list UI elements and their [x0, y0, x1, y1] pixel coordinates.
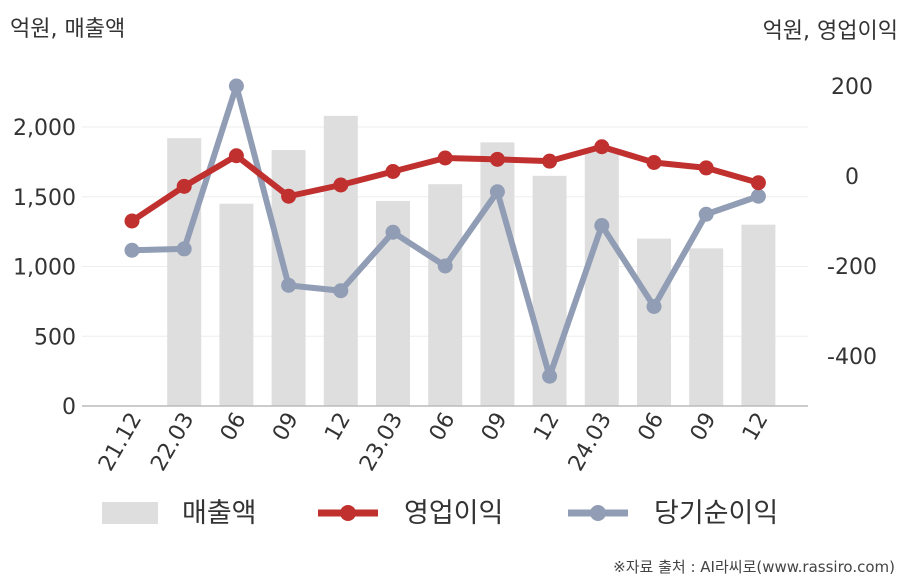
- x-tick-label: 06: [425, 409, 461, 446]
- right-tick-label: -200: [827, 255, 877, 280]
- left-tick-label: 500: [34, 325, 76, 350]
- point-operating-profit: [646, 155, 662, 170]
- point-operating-profit: [698, 160, 714, 176]
- bar: [637, 238, 671, 406]
- legend: 매출액 영업이익 당기순이익: [102, 498, 778, 529]
- point-operating-profit: [281, 188, 297, 204]
- x-tick-label: 09: [686, 409, 722, 446]
- point-net-income: [385, 224, 401, 240]
- point-net-income: [750, 188, 766, 204]
- point-net-income: [698, 206, 714, 222]
- legend-label-operating-profit: 영업이익: [404, 498, 503, 529]
- point-operating-profit: [542, 153, 558, 169]
- x-tick-label: 21.12: [94, 409, 147, 476]
- point-operating-profit: [124, 213, 140, 229]
- point-operating-profit: [228, 148, 244, 164]
- x-tick-label: 09: [477, 409, 513, 446]
- point-net-income: [594, 218, 610, 233]
- point-operating-profit: [489, 151, 505, 167]
- left-tick-label: 1,500: [13, 186, 76, 211]
- line-series: [124, 78, 766, 384]
- legend-label-revenue: 매출액: [182, 498, 257, 529]
- right-axis-unit: 억원, 영업이익: [763, 19, 898, 44]
- x-tick-label: 23.03: [355, 409, 408, 476]
- right-tick-label: 200: [831, 75, 873, 100]
- legend-label-net-income: 당기순이익: [654, 498, 778, 529]
- bar: [741, 224, 776, 406]
- x-tick-label: 06: [634, 409, 670, 446]
- point-net-income: [176, 241, 192, 257]
- right-tick-label: 0: [845, 165, 859, 190]
- point-net-income: [489, 184, 505, 200]
- point-operating-profit: [437, 150, 453, 166]
- left-tick-label: 0: [62, 395, 76, 420]
- bar: [219, 203, 254, 406]
- point-operating-profit: [385, 164, 401, 179]
- point-net-income: [437, 258, 453, 274]
- legend-swatch-revenue: [102, 502, 158, 524]
- point-operating-profit: [594, 139, 610, 155]
- point-operating-profit: [333, 177, 349, 193]
- left-tick-label: 1,000: [13, 256, 76, 281]
- bar: [480, 142, 515, 406]
- point-net-income: [228, 78, 244, 94]
- x-axis-ticks: 21.12 22.03 06 09 12 23.03 06 09 12 24.03 06 09 12: [94, 409, 774, 476]
- point-net-income: [542, 368, 558, 384]
- point-net-income: [646, 299, 662, 314]
- x-tick-label: 12: [320, 409, 356, 446]
- bar: [689, 248, 724, 406]
- right-tick-label: -400: [827, 345, 877, 370]
- legend-marker-net-income: [590, 505, 606, 521]
- x-tick-label: 24.03: [564, 409, 617, 476]
- x-tick-label: 22.03: [146, 409, 199, 476]
- point-operating-profit: [750, 175, 766, 191]
- x-tick-label: 12: [529, 409, 565, 446]
- left-tick-label: 2,000: [13, 116, 76, 141]
- source-note: ※자료 출처 : AI라씨로(www.rassiro.com): [613, 558, 895, 576]
- bar: [323, 115, 358, 406]
- point-net-income: [333, 283, 349, 299]
- left-axis-unit: 억원, 매출액: [10, 17, 125, 42]
- x-tick-label: 12: [738, 409, 774, 446]
- left-axis-ticks: 0 500 1,000 1,500 2,000: [13, 116, 76, 420]
- point-operating-profit: [176, 178, 192, 194]
- bar: [584, 149, 619, 406]
- point-net-income: [124, 242, 140, 258]
- right-axis-ticks: 200 0 -200 -400: [827, 75, 877, 370]
- point-net-income: [281, 277, 297, 293]
- x-tick-label: 06: [216, 409, 252, 446]
- legend-marker-operating-profit: [340, 505, 356, 521]
- x-tick-label: 09: [268, 409, 304, 446]
- bar: [428, 184, 463, 406]
